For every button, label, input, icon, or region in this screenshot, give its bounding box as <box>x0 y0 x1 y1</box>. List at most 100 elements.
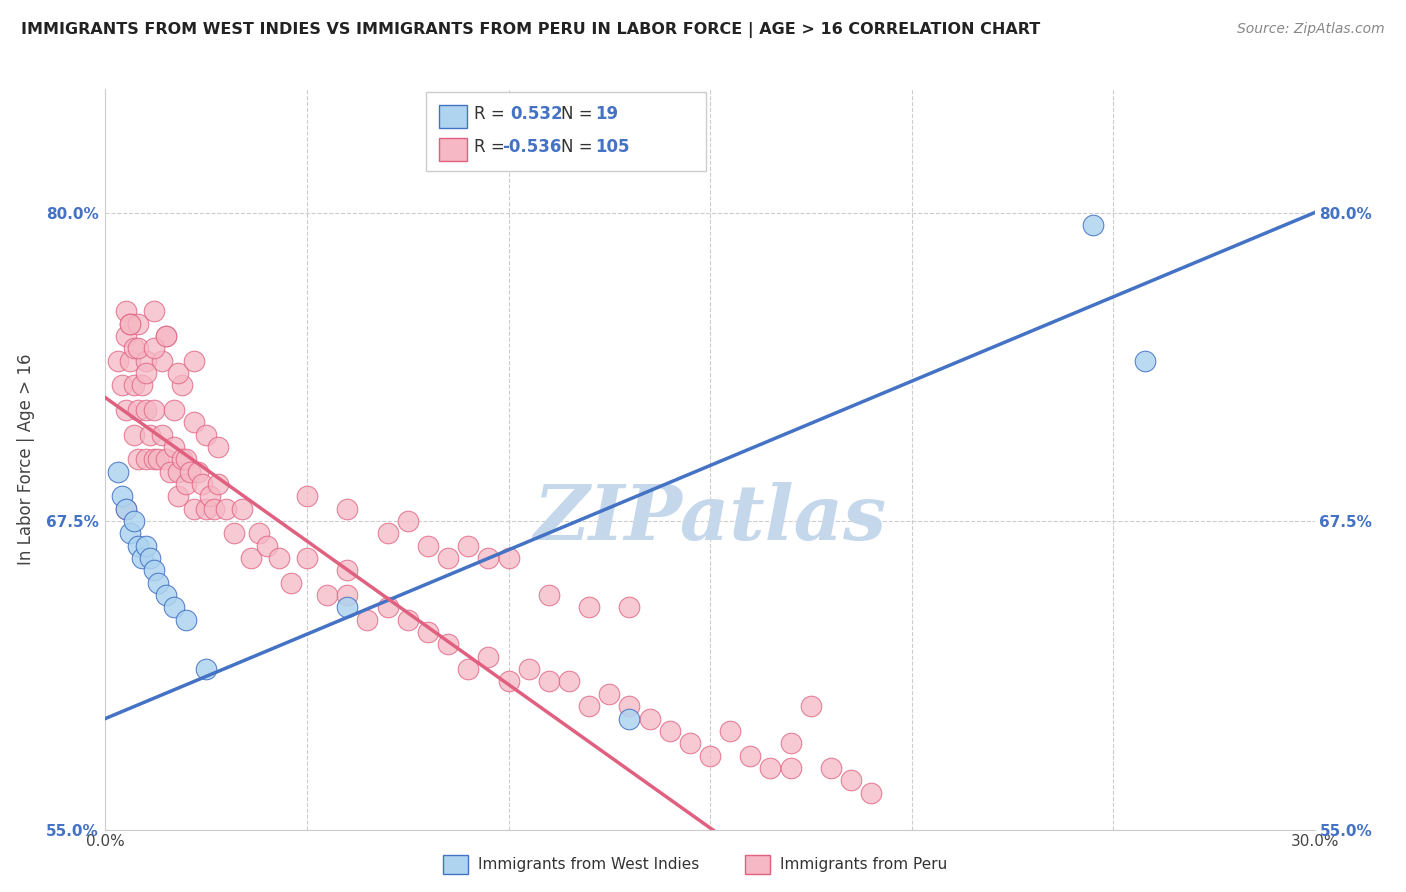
Point <box>619 699 641 714</box>
Point <box>437 637 460 651</box>
Point <box>118 526 141 541</box>
Point <box>207 477 229 491</box>
Point <box>295 489 318 503</box>
Text: 19: 19 <box>595 105 617 123</box>
Point <box>416 625 439 640</box>
Point <box>619 712 641 726</box>
Point <box>146 575 169 590</box>
Point <box>167 489 190 503</box>
Point <box>256 539 278 553</box>
Point <box>416 539 439 553</box>
Point <box>1135 353 1157 368</box>
Point <box>163 600 186 615</box>
Point <box>267 551 290 566</box>
Point <box>139 427 162 442</box>
Point <box>114 329 136 343</box>
Point <box>122 514 145 528</box>
Point <box>107 353 129 368</box>
Point <box>127 317 149 331</box>
Point <box>457 539 479 553</box>
Point <box>336 600 359 615</box>
Text: 105: 105 <box>595 138 630 156</box>
Point <box>215 501 238 516</box>
Point <box>131 378 153 392</box>
Point <box>779 736 801 750</box>
Point <box>477 551 499 566</box>
Text: N =: N = <box>561 138 598 156</box>
Point <box>396 613 419 627</box>
Point <box>122 378 145 392</box>
Point <box>107 465 129 479</box>
Point <box>356 613 378 627</box>
Point <box>498 674 520 689</box>
Point <box>159 465 181 479</box>
Point <box>179 465 201 479</box>
Point <box>114 304 136 318</box>
Text: IMMIGRANTS FROM WEST INDIES VS IMMIGRANTS FROM PERU IN LABOR FORCE | AGE > 16 CO: IMMIGRANTS FROM WEST INDIES VS IMMIGRANT… <box>21 22 1040 38</box>
Point <box>336 588 359 602</box>
Point <box>183 501 205 516</box>
Point <box>280 575 302 590</box>
Point <box>537 588 560 602</box>
Point <box>127 403 149 417</box>
Point <box>135 353 157 368</box>
Point <box>127 341 149 355</box>
Point <box>127 539 149 553</box>
Point <box>578 600 600 615</box>
Point <box>150 353 173 368</box>
Point <box>163 403 186 417</box>
Point <box>155 588 177 602</box>
Point <box>142 452 165 467</box>
Point <box>187 465 209 479</box>
Point <box>231 501 253 516</box>
Point <box>839 773 862 788</box>
Point <box>779 761 801 775</box>
Point <box>759 761 782 775</box>
Point <box>377 526 399 541</box>
Point <box>200 489 222 503</box>
Point <box>183 353 205 368</box>
Point <box>437 551 460 566</box>
Text: N =: N = <box>561 105 598 123</box>
Point <box>517 662 540 676</box>
Point <box>195 427 218 442</box>
Point <box>295 551 318 566</box>
Point <box>183 415 205 429</box>
Point <box>800 699 823 714</box>
Point <box>114 403 136 417</box>
Text: -0.536: -0.536 <box>502 138 561 156</box>
Point <box>638 712 661 726</box>
Point <box>195 501 218 516</box>
Point <box>679 736 702 750</box>
Point <box>336 501 359 516</box>
Point <box>316 588 339 602</box>
Point <box>191 477 214 491</box>
Point <box>142 563 165 577</box>
Point <box>336 563 359 577</box>
Text: Immigrants from West Indies: Immigrants from West Indies <box>478 857 699 871</box>
Point <box>207 440 229 454</box>
Point <box>699 748 721 763</box>
Point <box>122 427 145 442</box>
Point <box>396 514 419 528</box>
Point <box>195 662 218 676</box>
Point <box>122 341 145 355</box>
Point <box>110 378 132 392</box>
Point <box>619 600 641 615</box>
Point <box>457 662 479 676</box>
Point <box>150 427 173 442</box>
Point <box>718 723 741 738</box>
Point <box>740 748 762 763</box>
Point <box>135 452 157 467</box>
Point <box>142 403 165 417</box>
Point <box>174 452 197 467</box>
Text: Source: ZipAtlas.com: Source: ZipAtlas.com <box>1237 22 1385 37</box>
Point <box>142 304 165 318</box>
Point <box>247 526 270 541</box>
Text: 0.532: 0.532 <box>510 105 562 123</box>
Point <box>558 674 581 689</box>
Point <box>239 551 262 566</box>
Point <box>114 501 136 516</box>
Point <box>155 329 177 343</box>
Point <box>174 613 197 627</box>
